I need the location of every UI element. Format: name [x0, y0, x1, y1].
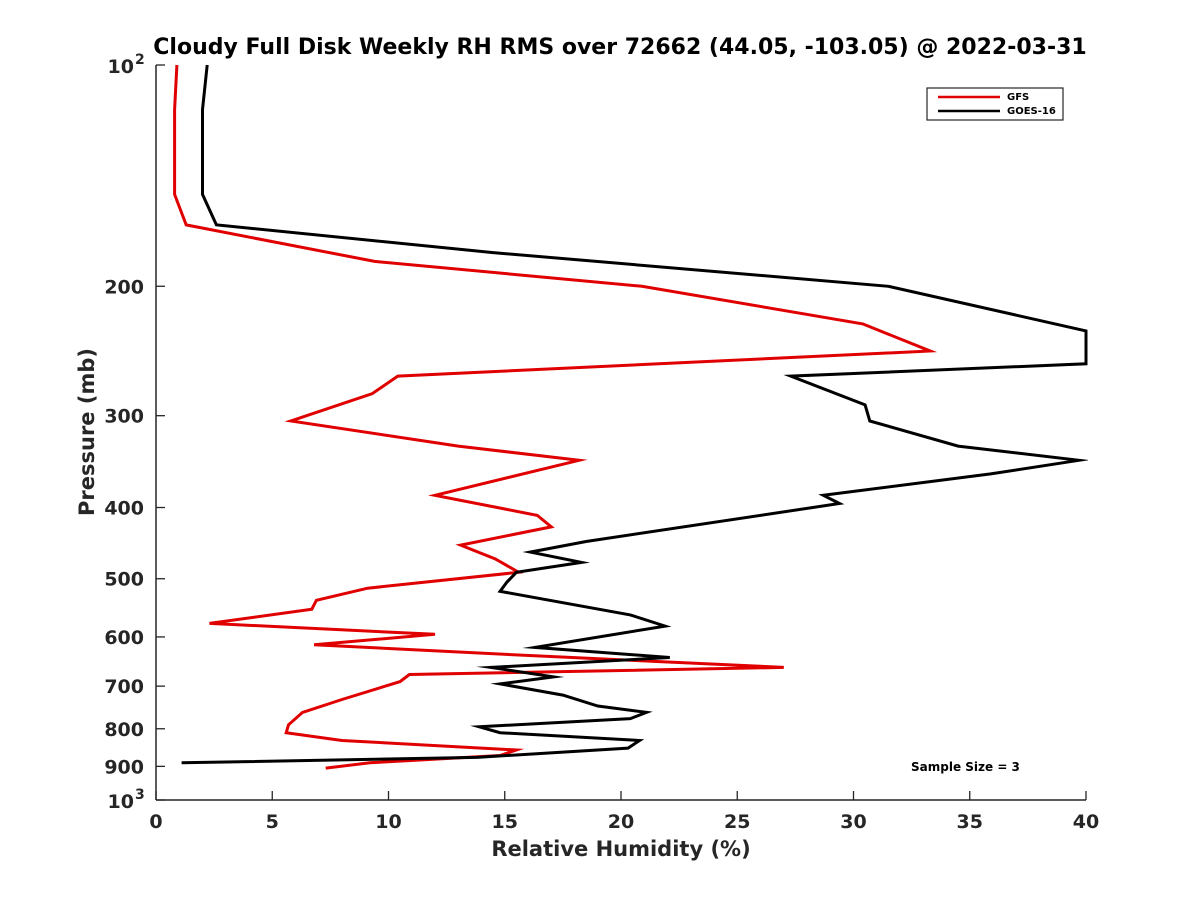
- chart-area: Cloudy Full Disk Weekly RH RMS over 7266…: [0, 0, 1200, 900]
- y-tick-label: 400: [104, 498, 144, 520]
- x-tick-label: 5: [266, 811, 279, 833]
- x-tick-label: 30: [840, 811, 866, 833]
- relative-humidity-profile-chart: Cloudy Full Disk Weekly RH RMS over 7266…: [0, 0, 1200, 900]
- y-tick-label: 500: [104, 569, 144, 591]
- sample-size-annotation: Sample Size = 3: [911, 760, 1020, 774]
- y-tick-exponent: 2: [135, 52, 145, 68]
- chart-title: Cloudy Full Disk Weekly RH RMS over 7266…: [153, 35, 1086, 60]
- x-tick-label: 25: [724, 811, 750, 833]
- x-axis-label: Relative Humidity (%): [491, 837, 750, 861]
- series-line-goes16: [182, 65, 1086, 763]
- x-tick-label: 40: [1073, 811, 1099, 833]
- y-tick-label: 200: [104, 276, 144, 298]
- y-tick-label: 800: [104, 719, 144, 741]
- y-tick-label: 10: [108, 791, 134, 813]
- y-tick-label: 700: [104, 676, 144, 698]
- legend-label-gfs: GFS: [1007, 92, 1029, 103]
- legend: GFS GOES-16: [927, 88, 1063, 120]
- x-tick-label: 35: [957, 811, 983, 833]
- y-axis-label: Pressure (mb): [75, 348, 99, 516]
- y-tick-base: 10: [108, 56, 134, 78]
- y-tick-base: 10: [108, 791, 134, 813]
- series-lines: [175, 65, 1086, 768]
- x-tick-label: 15: [492, 811, 518, 833]
- y-tick-label: 900: [104, 756, 144, 778]
- x-axis-ticks: 0 5 10 15 20 25 30 35 40: [149, 791, 1099, 833]
- y-tick-exponent: 3: [135, 787, 145, 803]
- plot-frame: [156, 65, 1086, 800]
- x-tick-label: 20: [608, 811, 634, 833]
- y-tick-label: 600: [104, 627, 144, 649]
- legend-label-goes16: GOES-16: [1007, 106, 1056, 117]
- y-tick-label: 300: [104, 406, 144, 428]
- x-tick-label: 0: [149, 811, 162, 833]
- x-tick-label: 10: [375, 811, 401, 833]
- y-tick-label: 10: [108, 56, 134, 78]
